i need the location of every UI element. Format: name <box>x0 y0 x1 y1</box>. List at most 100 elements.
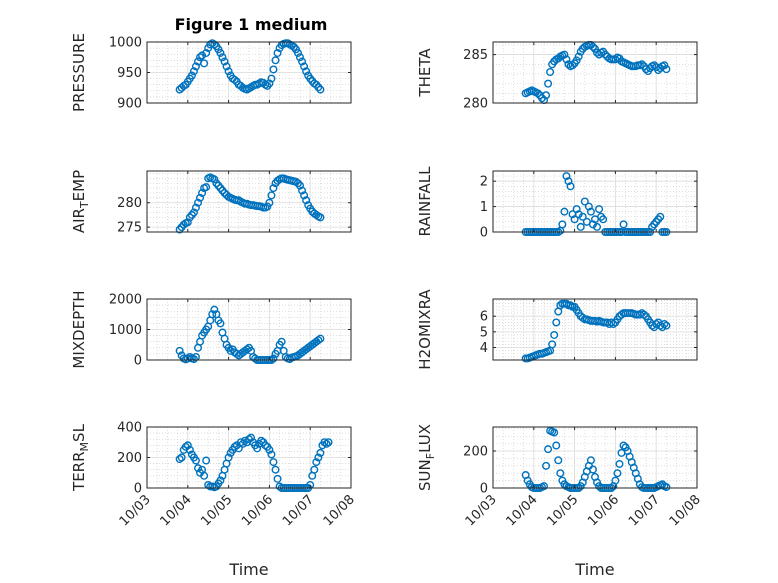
data-point <box>546 68 555 77</box>
figure-title: Figure 1 medium <box>175 15 328 34</box>
data-point <box>586 207 595 216</box>
data-point <box>593 222 602 231</box>
data-point <box>234 196 243 205</box>
data-point <box>216 476 225 485</box>
data-point <box>544 445 553 454</box>
data-series <box>175 433 333 493</box>
data-point <box>320 438 329 447</box>
data-point <box>198 51 207 60</box>
y-tick-label: 1 <box>480 200 488 215</box>
data-point <box>324 438 333 447</box>
data-point <box>269 184 278 193</box>
data-point <box>240 436 249 445</box>
data-point <box>611 476 620 485</box>
data-point <box>224 453 233 462</box>
data-point <box>175 455 184 464</box>
data-point <box>277 337 286 346</box>
data-point <box>619 220 628 229</box>
data-point <box>560 50 569 59</box>
data-point <box>662 321 671 330</box>
subplot-air-temp: 275 280 AIRTEMP <box>70 170 352 236</box>
data-point <box>185 445 194 454</box>
data-point <box>208 310 217 319</box>
data-point <box>316 334 325 343</box>
data-point <box>533 89 542 98</box>
subplot-rainfall: 0 1 2 RAINFALL <box>416 166 698 241</box>
data-point <box>310 465 319 474</box>
data-point <box>242 345 251 354</box>
data-point <box>253 444 262 453</box>
y-tick-label: 0 <box>134 482 142 497</box>
x-tick-label: 10/03 <box>463 492 500 529</box>
data-point <box>216 319 225 328</box>
data-point <box>187 71 196 80</box>
data-point <box>267 450 276 459</box>
data-point <box>200 471 209 480</box>
y-tick-label: 200 <box>463 445 488 460</box>
data-point <box>226 346 235 355</box>
y-axis-label: TERRMSL <box>70 423 91 492</box>
y-tick-label: 5 <box>480 325 488 340</box>
data-point <box>566 182 575 191</box>
x-tick-label: 10/04 <box>504 492 541 529</box>
data-point <box>271 56 280 65</box>
x-axis-label: Time <box>574 560 614 579</box>
y-axis-label: RAINFALL <box>416 166 434 237</box>
data-point <box>302 67 311 76</box>
data-point <box>316 448 325 457</box>
subplot-h2omixra: 456 H2OMIXRA <box>416 289 698 370</box>
x-tick-label: 10/06 <box>239 492 276 529</box>
data-point <box>542 461 551 470</box>
data-point <box>298 186 307 195</box>
data-point <box>584 202 593 211</box>
y-tick-label: 6 <box>480 310 488 325</box>
data-point <box>662 483 671 492</box>
data-point <box>257 436 266 445</box>
data-point <box>202 183 211 192</box>
data-point <box>230 75 239 84</box>
data-point <box>224 67 233 76</box>
data-point <box>642 65 651 74</box>
data-point <box>312 210 321 219</box>
data-point <box>273 48 282 57</box>
x-axis-label: Time <box>228 560 268 579</box>
x-tick-label: 10/07 <box>280 492 317 529</box>
y-axis-label: SUNFLUX <box>416 424 437 491</box>
data-point <box>300 191 309 200</box>
data-point <box>656 212 665 221</box>
data-point <box>183 441 192 450</box>
data-point <box>200 59 209 68</box>
y-axis-label: PRESSURE <box>70 33 88 112</box>
data-point <box>556 469 565 478</box>
data-point <box>314 453 323 462</box>
data-point <box>576 222 585 231</box>
y-tick-label: 2 <box>480 175 488 190</box>
x-tick-label: 10/08 <box>667 492 704 529</box>
y-tick-label: 280 <box>117 196 142 211</box>
data-point <box>544 79 553 88</box>
data-point <box>298 57 307 66</box>
y-axis-label: MIXDEPTH <box>70 290 88 368</box>
data-point <box>637 60 646 69</box>
data-point <box>619 441 628 450</box>
y-axis-label: AIRTEMP <box>70 170 91 233</box>
data-point <box>175 346 184 355</box>
data-point <box>615 459 624 468</box>
data-point <box>293 48 302 57</box>
data-point <box>218 53 227 62</box>
data-point <box>580 197 589 206</box>
x-tick-label: 10/06 <box>585 492 622 529</box>
axes-box <box>492 426 698 489</box>
y-tick-label: 285 <box>463 48 488 63</box>
data-point <box>650 61 659 70</box>
axes-box <box>492 170 698 233</box>
data-point <box>220 57 229 66</box>
y-axis-label: H2OMIXRA <box>416 289 434 370</box>
data-series <box>175 305 325 365</box>
data-point <box>202 456 211 465</box>
x-tick-label: 10/07 <box>626 492 663 529</box>
data-point <box>588 42 597 51</box>
y-tick-label: 900 <box>117 97 142 112</box>
y-tick-label: 400 <box>117 421 142 436</box>
